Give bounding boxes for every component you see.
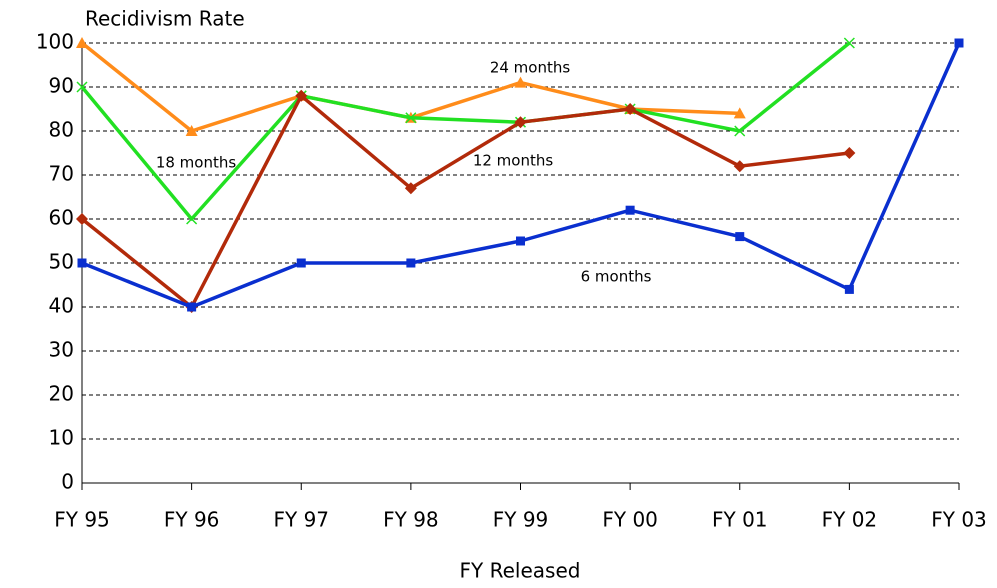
x-tick-label: FY 02 bbox=[822, 508, 878, 532]
chart-title: Recidivism Rate bbox=[85, 7, 245, 31]
marker bbox=[735, 232, 745, 242]
x-tick-label: FY 03 bbox=[931, 508, 987, 532]
series-annotation: 6 months bbox=[581, 268, 652, 286]
x-tick-label: FY 99 bbox=[493, 508, 549, 532]
marker bbox=[624, 103, 637, 115]
x-tick-label: FY 96 bbox=[164, 508, 220, 532]
marker bbox=[625, 205, 635, 215]
marker bbox=[734, 125, 746, 137]
marker bbox=[405, 112, 417, 124]
y-tick-label: 90 bbox=[49, 74, 74, 98]
marker bbox=[406, 258, 416, 268]
series-line bbox=[80, 94, 850, 309]
x-tick-label: FY 00 bbox=[602, 508, 658, 532]
series-annotation: 24 months bbox=[490, 59, 571, 77]
y-tick-label: 0 bbox=[61, 470, 74, 494]
marker bbox=[295, 89, 308, 102]
x-tick-label: FY 01 bbox=[712, 508, 768, 532]
y-tick-label: 60 bbox=[49, 206, 74, 230]
marker bbox=[954, 38, 964, 48]
x-tick-label: FY 97 bbox=[273, 508, 329, 532]
marker bbox=[185, 125, 198, 136]
y-tick-label: 80 bbox=[49, 118, 74, 142]
y-tick-label: 20 bbox=[49, 382, 74, 406]
y-tick-label: 30 bbox=[49, 338, 74, 362]
marker bbox=[296, 258, 306, 268]
marker bbox=[76, 37, 88, 48]
y-tick-label: 70 bbox=[49, 162, 74, 186]
x-tick-label: FY 98 bbox=[383, 508, 439, 532]
marker bbox=[76, 81, 88, 93]
x-axis-label: FY Released bbox=[460, 559, 581, 583]
y-tick-label: 50 bbox=[49, 250, 74, 274]
marker bbox=[187, 302, 197, 312]
series-annotation: 12 months bbox=[473, 152, 554, 170]
marker bbox=[844, 284, 854, 294]
marker bbox=[733, 160, 746, 173]
marker bbox=[404, 182, 417, 195]
marker bbox=[843, 37, 855, 49]
marker bbox=[516, 236, 525, 246]
series-annotation: 18 months bbox=[156, 154, 237, 172]
marker bbox=[514, 116, 527, 129]
marker bbox=[733, 107, 746, 119]
series-line bbox=[80, 41, 851, 221]
y-tick-label: 40 bbox=[49, 294, 74, 318]
y-tick-label: 100 bbox=[36, 30, 74, 54]
marker bbox=[77, 258, 87, 268]
marker bbox=[186, 213, 198, 225]
marker bbox=[76, 213, 88, 225]
marker bbox=[514, 76, 527, 88]
marker bbox=[843, 147, 856, 159]
x-tick-label: FY 95 bbox=[54, 508, 110, 532]
y-tick-label: 10 bbox=[49, 426, 74, 450]
